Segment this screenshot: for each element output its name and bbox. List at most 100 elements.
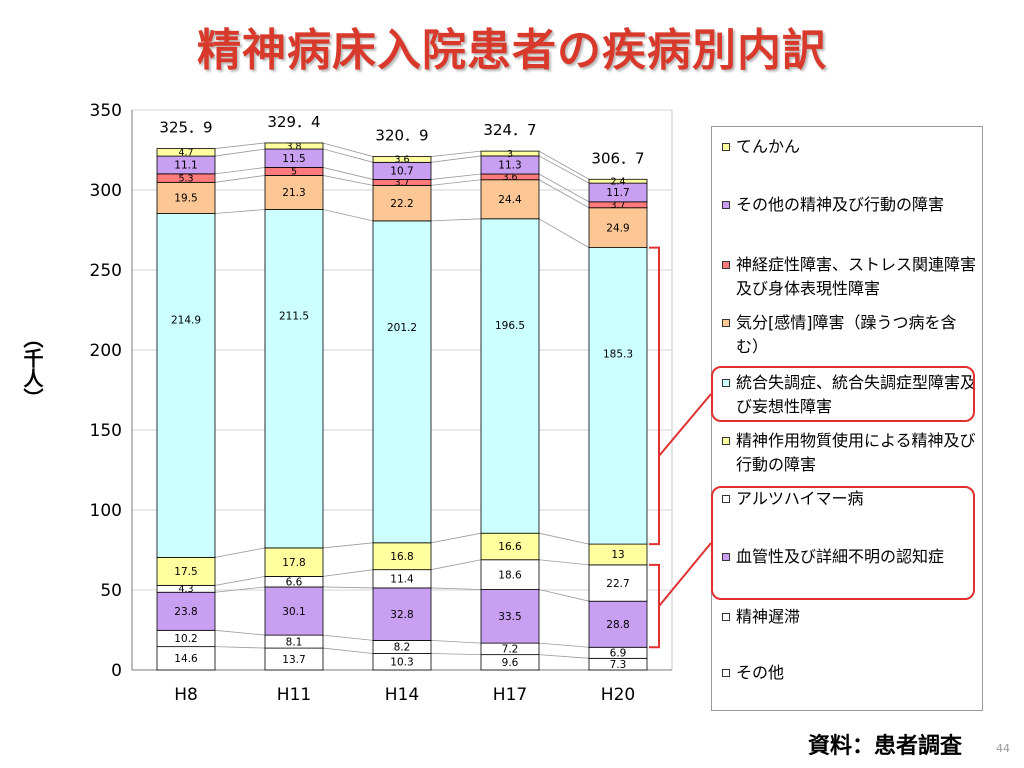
data-label: 7.3: [610, 659, 627, 671]
series-connector-line: [430, 179, 482, 186]
x-tick-label: H14: [385, 685, 419, 705]
callout-dementia: [711, 486, 975, 600]
bar-segment: [372, 184, 432, 222]
series-connector-line: [430, 532, 482, 544]
legend-swatch: [722, 553, 730, 561]
bar-total-label: 325．9: [159, 119, 212, 137]
data-label: 10.7: [390, 166, 413, 178]
bar-segment: [156, 181, 216, 214]
legend-swatch: [722, 379, 730, 387]
legend-label: 精神遅滞: [736, 607, 801, 626]
data-label: 201.2: [387, 322, 417, 334]
data-label: 3.7: [394, 178, 409, 189]
series-connector-line: [322, 209, 374, 222]
bar-segment: [264, 547, 324, 577]
y-tick-label: 100: [90, 501, 122, 521]
data-label: 11.7: [606, 187, 629, 199]
callout-leader-schizophrenia: [658, 393, 712, 457]
page-number: 44: [996, 742, 1010, 755]
data-label: 3: [507, 149, 513, 160]
data-label: 7.2: [502, 644, 519, 656]
page-title: 精神病床入院患者の疾病別内訳: [197, 25, 827, 76]
data-label: 13: [611, 549, 624, 561]
series-connector-line: [538, 532, 590, 545]
bar-segment: [264, 586, 324, 636]
legend-item-vascular-dementia: 血管性及び詳細不明の認知症: [722, 545, 978, 569]
legend-swatch: [722, 613, 730, 621]
bar-segment: [588, 207, 648, 248]
data-label: 5: [291, 167, 297, 178]
legend-label: 神経症性障害、ストレス関連障害及び身体表現性障害: [736, 255, 977, 298]
series-connector-line: [538, 155, 590, 184]
data-label: 9.6: [502, 657, 519, 669]
legend-label: その他の精神及び行動の障害: [736, 195, 945, 214]
data-label: 23.8: [174, 606, 197, 618]
data-label: 11.3: [498, 160, 521, 172]
y-tick-label: 250: [90, 261, 122, 281]
bar-segment: [156, 213, 216, 558]
series-connector-line: [430, 218, 482, 222]
data-label: 16.8: [390, 551, 413, 563]
bar-total-label: 306．7: [591, 149, 644, 167]
series-connector-line: [430, 173, 482, 180]
series-connector-line: [322, 586, 374, 589]
data-label: 4.3: [178, 584, 193, 595]
series-connector-line: [214, 148, 266, 157]
series-connector-line: [322, 167, 374, 180]
data-label: 17.5: [174, 566, 197, 578]
data-label: 16.6: [498, 541, 522, 553]
bar-segment: [588, 564, 648, 602]
data-label: 10.3: [390, 657, 413, 669]
series-connector-line: [214, 142, 266, 149]
source-note: 資料：患者調査: [808, 734, 963, 759]
data-label: 28.8: [606, 619, 629, 631]
callout-bracket-schizophrenia: [649, 246, 660, 546]
series-connector-line: [430, 559, 482, 571]
legend-swatch: [722, 201, 730, 209]
legend-swatch: [722, 669, 730, 677]
data-label: 22.2: [390, 198, 413, 210]
series-connector-line: [538, 559, 590, 566]
bar-segment: [372, 156, 432, 163]
bar-total-label: 320．9: [375, 127, 428, 145]
series-connector-line: [322, 647, 374, 654]
bar-segment: [264, 175, 324, 210]
data-label: 13.7: [282, 654, 305, 666]
legend-item-neurotic: 神経症性障害、ストレス関連障害及び身体表現性障害: [722, 253, 978, 301]
legend-label: 精神作用物質使用による精神及び行動の障害: [736, 431, 976, 474]
y-tick-label: 300: [90, 181, 122, 201]
series-connector-line: [322, 634, 374, 641]
legend-swatch: [722, 495, 730, 503]
data-label: 3.6: [502, 172, 517, 183]
legend-item-epilepsy: てんかん: [722, 135, 978, 159]
data-label: 211.5: [279, 311, 309, 323]
series-connector-line: [538, 218, 590, 248]
data-label: 3.6: [394, 155, 409, 166]
legend-item-mood: 気分[感情]障害（躁うつ病を含む）: [722, 311, 978, 359]
data-label: 3.8: [286, 141, 301, 152]
bar-segment: [480, 559, 540, 590]
data-label: 8.2: [394, 642, 411, 654]
bar-segment: [480, 589, 540, 644]
data-label: 30.1: [282, 606, 305, 618]
bar-segment: [588, 600, 648, 648]
data-label: 33.5: [498, 611, 521, 623]
legend-label: 気分[感情]障害（躁うつ病を含む）: [736, 313, 957, 356]
data-label: 21.3: [282, 187, 305, 199]
legend-item-substance: 精神作用物質使用による精神及び行動の障害: [722, 429, 978, 477]
bar-segment: [480, 179, 540, 220]
data-label: 10.2: [174, 633, 197, 645]
bar-segment: [588, 178, 648, 184]
data-label: 196.5: [495, 320, 525, 332]
bar-segment: [156, 148, 216, 157]
bar-segment: [480, 150, 540, 157]
data-label: 6.9: [610, 648, 627, 660]
legend-swatch: [722, 319, 730, 327]
y-tick-label: 0: [111, 661, 122, 681]
data-label: 8.1: [286, 636, 303, 648]
series-connector-line: [322, 175, 374, 186]
series-connector-line: [214, 209, 266, 214]
data-label: 3.7: [610, 200, 625, 211]
data-label: 2.4: [610, 176, 625, 187]
